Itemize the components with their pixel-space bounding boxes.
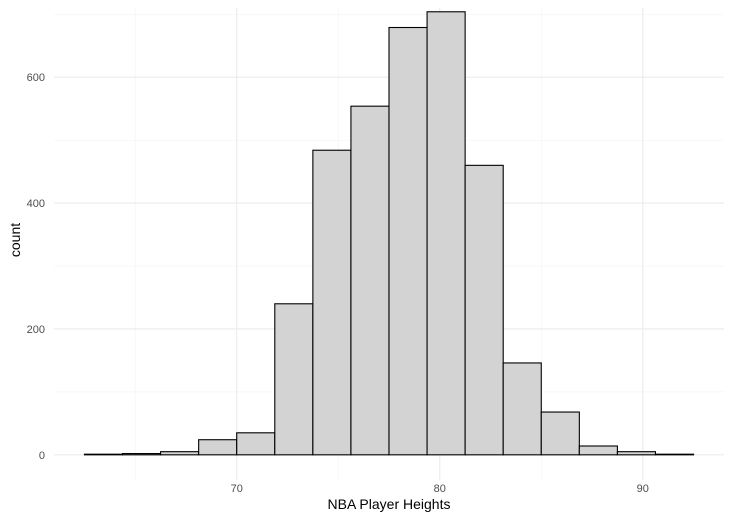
- y-axis-ticks: 0 200 400 600: [27, 72, 45, 462]
- histogram-bar: [350, 105, 390, 456]
- histogram-bar: [464, 164, 504, 456]
- histogram-bar: [540, 411, 580, 456]
- y-tick-label: 200: [27, 324, 45, 336]
- x-tick-label: 80: [434, 483, 446, 495]
- histogram-bar: [160, 451, 200, 456]
- histogram-bars: [83, 11, 695, 456]
- histogram-bar: [274, 303, 314, 456]
- histogram-bar: [312, 149, 352, 456]
- histogram-bar: [616, 451, 657, 456]
- y-axis-title: count: [7, 223, 23, 257]
- x-axis-ticks: 70 80 90: [231, 483, 649, 495]
- x-axis-title: NBA Player Heights: [328, 496, 451, 512]
- histogram-bar: [121, 453, 162, 456]
- histogram-bar: [502, 362, 542, 456]
- histogram-bar: [198, 439, 238, 456]
- histogram-bar: [388, 26, 428, 456]
- histogram-bar: [426, 11, 466, 456]
- histogram-bar: [654, 453, 695, 456]
- y-tick-label: 600: [27, 72, 45, 84]
- histogram-bar: [236, 432, 276, 456]
- histogram-bar: [578, 445, 618, 456]
- histogram-bar: [83, 453, 124, 456]
- y-tick-label: 0: [39, 450, 45, 462]
- y-tick-label: 400: [27, 198, 45, 210]
- x-tick-label: 90: [637, 483, 649, 495]
- x-tick-label: 70: [231, 483, 243, 495]
